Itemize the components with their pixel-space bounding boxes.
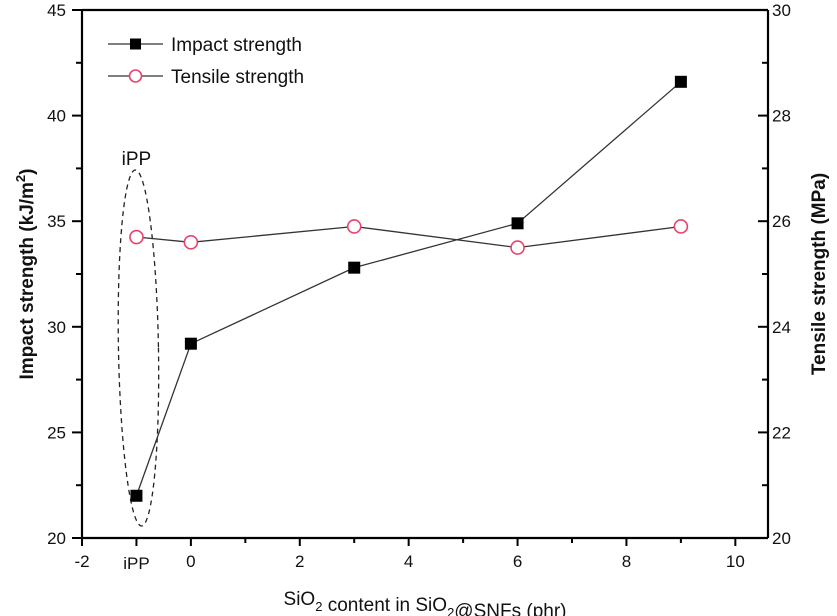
left-y-tick-label: 30 — [47, 318, 66, 337]
data-point-circle — [510, 240, 525, 255]
x-axis-title: SiO2 content in SiO2@SNFs (phr) — [284, 589, 567, 616]
x-tick-label: 0 — [186, 552, 195, 571]
subscript: 2 — [447, 605, 454, 616]
x-tick-label: 10 — [726, 552, 745, 571]
legend-marker-square — [130, 38, 141, 50]
data-point-circle — [129, 229, 144, 245]
x-tick-label: 2 — [295, 552, 304, 571]
x-tick-label: 4 — [404, 552, 413, 571]
legend-item: Tensile strength — [108, 67, 304, 88]
x-axis-title-part: @SNFs (phr) — [454, 601, 566, 616]
legend-label: Impact strength — [171, 35, 302, 56]
right-y-axis-title: Tensile strength (MPa) — [809, 173, 830, 375]
legend: Impact strength Tensile strength — [108, 35, 304, 88]
data-point-square — [184, 337, 197, 350]
x-axis-ticks: -2 iPP 0 2 4 6 8 10 — [74, 538, 745, 573]
series-tensile-strength — [129, 219, 689, 255]
series-layer — [129, 75, 689, 502]
left-y-tick-label: 45 — [47, 1, 66, 20]
right-y-tick-label: 28 — [772, 107, 791, 126]
x-tick-label: -2 — [74, 552, 89, 571]
left-y-tick-label: 40 — [47, 107, 66, 126]
left-y-axis-title: Impact strength (kJ/m2) — [13, 169, 38, 380]
series-line — [135, 81, 682, 496]
data-point-square — [130, 489, 143, 502]
right-y-tick-label: 20 — [772, 529, 791, 548]
iPP-dashed-ellipse — [117, 169, 160, 527]
legend-item: Impact strength — [108, 35, 302, 56]
x-axis-title-part: content in SiO — [322, 595, 447, 616]
iPP-annotation-label: iPP — [122, 149, 152, 170]
right-y-tick-label: 24 — [772, 318, 791, 337]
right-y-tick-label: 26 — [772, 212, 791, 231]
superscript: 2 — [13, 175, 28, 182]
x-tick-label: 6 — [513, 552, 522, 571]
x-tick-label: iPP — [123, 554, 149, 573]
left-y-tick-label: 25 — [47, 423, 66, 442]
legend-label: Tensile strength — [171, 67, 304, 88]
legend-marker-circle — [128, 69, 143, 83]
right-y-tick-label: 30 — [772, 1, 791, 20]
left-y-tick-label: 20 — [47, 529, 66, 548]
x-axis-title-part: SiO — [284, 589, 316, 610]
left-y-axis-title-end: ) — [17, 169, 38, 175]
x-tick-label: 8 — [622, 552, 631, 571]
series-impact-strength — [130, 75, 687, 502]
data-point-square — [511, 217, 524, 230]
data-point-circle — [183, 235, 199, 250]
right-y-tick-label: 22 — [772, 423, 791, 442]
data-point-square — [674, 75, 687, 88]
data-point-circle — [346, 219, 362, 234]
series-line — [136, 225, 681, 249]
annotation-layer: iPP — [117, 149, 160, 527]
subscript: 2 — [315, 599, 322, 614]
data-point-circle — [673, 219, 689, 234]
left-y-axis-title-text: Impact strength (kJ/m — [17, 182, 38, 379]
right-y-axis-ticks: 20 22 24 26 28 30 — [758, 1, 791, 548]
left-y-tick-label: 35 — [47, 212, 66, 231]
plot-frame — [80, 8, 770, 540]
left-y-axis-ticks: 20 25 30 35 40 45 — [47, 1, 82, 548]
data-point-square — [348, 261, 361, 274]
